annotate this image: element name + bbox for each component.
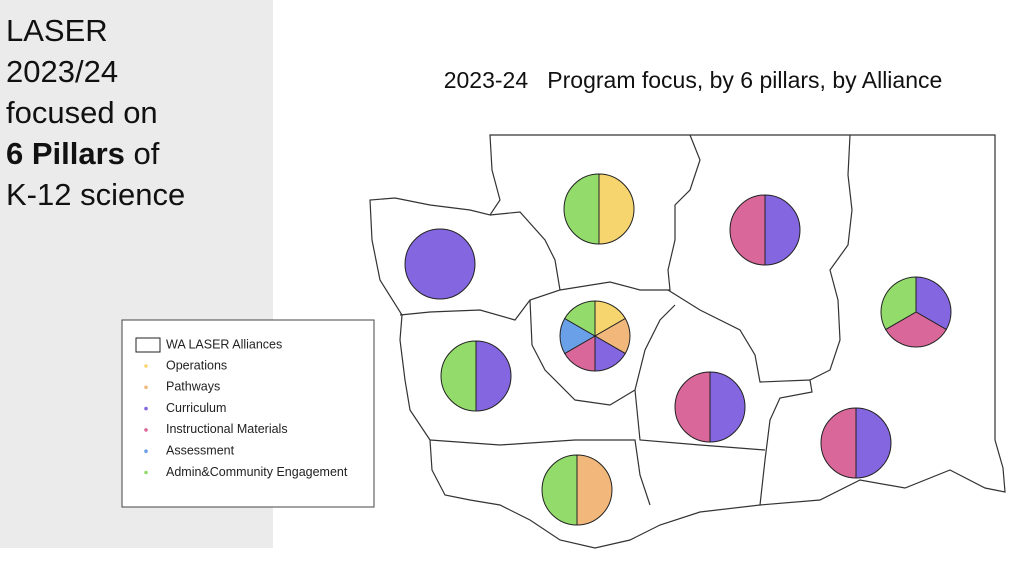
pie-slice — [729, 194, 766, 266]
legend-dot — [144, 364, 148, 368]
region-border — [429, 439, 651, 506]
pie-slice — [820, 407, 857, 479]
pie-slice — [885, 311, 947, 348]
region-border — [634, 389, 766, 451]
state-map — [369, 134, 1006, 549]
pie-slice — [880, 276, 917, 331]
legend-swatch — [135, 337, 161, 353]
pie-slice — [915, 276, 952, 331]
region-border — [759, 379, 813, 506]
pie-slice — [475, 340, 512, 412]
pie-slice — [709, 371, 746, 443]
heading-text: of — [133, 136, 160, 171]
region-border — [667, 134, 853, 383]
pie-layer — [404, 173, 952, 526]
region-border — [399, 211, 561, 321]
pie-slice — [440, 340, 477, 412]
legend-label: Pathways — [166, 380, 220, 394]
legend-dot — [144, 470, 148, 475]
pie-slice — [576, 454, 613, 526]
region-border — [529, 299, 676, 406]
heading-line: focused on — [6, 95, 158, 130]
legend-label: Assessment — [166, 443, 235, 457]
legend-dot — [144, 406, 148, 411]
legend-dot — [144, 385, 148, 390]
heading-line: K-12 science — [6, 177, 186, 212]
heading-line: 6 Pillars of — [6, 133, 185, 174]
heading: LASER 2023/24 focused on 6 Pillars of K-… — [6, 10, 185, 215]
heading-line: LASER — [6, 13, 108, 48]
pie-slice — [563, 173, 600, 245]
heading-line: 2023/24 — [6, 54, 119, 89]
legend-label: Curriculum — [166, 401, 226, 415]
legend-dot — [144, 428, 148, 432]
heading-bold: 6 Pillars — [6, 136, 125, 171]
pie-slice — [404, 228, 476, 300]
pie-slice — [564, 300, 596, 337]
pie-slice — [855, 407, 892, 479]
legend-label: Operations — [166, 358, 227, 372]
pie-slice — [764, 194, 801, 266]
legend-title: WA LASER Alliances — [166, 337, 282, 351]
map-title: 2023-24 Program focus, by 6 pillars, by … — [444, 67, 943, 93]
legend-box — [121, 319, 375, 508]
legend-label: Admin&Community Engagement — [166, 465, 348, 479]
legend-label: Instructional Materials — [166, 422, 288, 436]
pie-slice — [598, 173, 635, 245]
state-outline — [369, 134, 1006, 549]
legend-dot — [144, 449, 148, 454]
region-border — [559, 134, 701, 291]
pie-slice — [541, 454, 578, 526]
legend: Operations Pathways Curriculum Instructiona… — [144, 358, 348, 479]
pie-slice — [674, 371, 711, 443]
